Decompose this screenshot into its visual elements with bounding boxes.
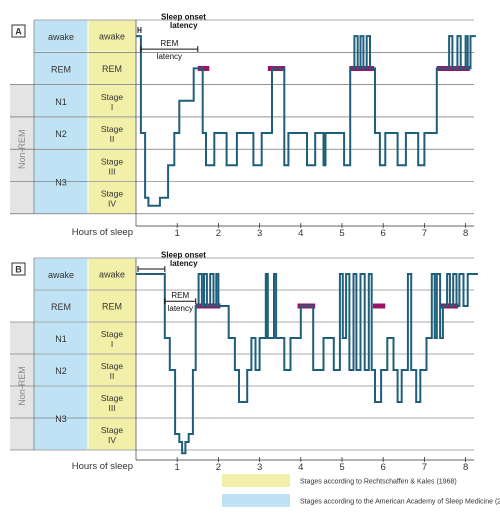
onset-latency-label: Sleep onset (161, 251, 206, 260)
rk-stage-label: IV (108, 199, 116, 209)
x-tick-label: 3 (257, 462, 262, 473)
x-axis-label: Hours of sleep (72, 461, 133, 472)
legend-swatch (222, 494, 290, 507)
onset-latency-label: latency (170, 259, 198, 268)
panel-b: awakeREMN1N2N3awakeREMStageIStageIIStage… (10, 251, 478, 473)
x-tick-label: 7 (422, 228, 427, 239)
rk-stage-label: Stage (101, 329, 123, 339)
rk-stage-label: Stage (101, 361, 123, 371)
onset-latency-label: latency (170, 21, 198, 30)
aasm-stage-label: REM (51, 302, 71, 312)
rk-stage-label: Stage (101, 425, 123, 435)
x-tick-label: 4 (298, 462, 303, 473)
rk-cell (87, 385, 137, 419)
rk-stage-label: awake (99, 270, 125, 280)
rk-cell (87, 84, 137, 118)
hypnogram-line (136, 35, 476, 207)
x-tick-label: 5 (339, 228, 344, 239)
legend-swatch (222, 474, 290, 487)
aasm-stage-label: N3 (55, 414, 67, 424)
x-tick-label: 6 (381, 462, 386, 473)
rk-stage-label: REM (102, 302, 122, 312)
rk-stage-label: II (110, 134, 115, 144)
rem-latency-label: REM (171, 291, 189, 300)
rem-latency-label: REM (160, 39, 178, 48)
aasm-stage-label: N2 (55, 366, 67, 376)
panel-tag: A (15, 27, 22, 37)
rk-stage-label: Stage (101, 189, 123, 199)
rk-stage-label: I (111, 102, 113, 112)
aasm-cell (33, 353, 89, 387)
aasm-stage-label: N2 (55, 129, 67, 139)
x-tick-label: 2 (216, 462, 221, 473)
rk-cell (87, 19, 137, 53)
x-tick-label: 8 (463, 228, 468, 239)
aasm-stage-label: N1 (55, 97, 67, 107)
aasm-stage-label: N3 (55, 178, 67, 188)
rem-latency-label: latency (168, 304, 193, 313)
rk-stage-label: III (108, 166, 115, 176)
rk-stage-label: III (108, 403, 115, 413)
panel-tag-box (11, 262, 26, 276)
rk-stage-label: awake (99, 32, 125, 42)
aasm-cell (33, 289, 89, 323)
x-tick-label: 5 (339, 462, 344, 473)
x-axis-label: Hours of sleep (72, 227, 133, 238)
rk-cell (87, 321, 137, 355)
rk-stage-label: IV (108, 435, 116, 445)
rk-stage-label: Stage (101, 92, 123, 102)
aasm-stage-label: N1 (55, 334, 67, 344)
aasm-stage-label: awake (48, 32, 74, 42)
legend-label: Stages according to Rechtschaffen & Kale… (300, 479, 457, 486)
rk-cell (87, 148, 137, 182)
rk-cell (87, 353, 137, 387)
rk-stage-label: II (110, 371, 115, 381)
rk-stage-label: REM (102, 64, 122, 74)
aasm-cell (33, 51, 89, 86)
x-tick-label: 2 (216, 228, 221, 239)
x-tick-label: 7 (422, 462, 427, 473)
rk-stage-label: Stage (101, 393, 123, 403)
panel-tag-box (11, 24, 26, 38)
aasm-stage-label: awake (48, 270, 74, 280)
x-tick-label: 1 (175, 462, 180, 473)
rk-stage-label: Stage (101, 156, 123, 166)
x-tick-label: 3 (257, 228, 262, 239)
panel-a: awakeREMN1N2N3awakeREMStageIStageIIStage… (10, 13, 476, 239)
rk-stage-label: I (111, 339, 113, 349)
aasm-cell (33, 257, 89, 291)
rem-latency-label: latency (157, 52, 182, 61)
panel-tag: B (15, 265, 22, 275)
legend-label: Stages according to the American Academy… (300, 499, 500, 506)
onset-latency-label: Sleep onset (161, 13, 206, 22)
rk-stage-label: Stage (101, 124, 123, 134)
x-tick-label: 4 (298, 228, 303, 239)
aasm-stage-label: REM (51, 64, 71, 74)
x-tick-label: 8 (463, 462, 468, 473)
x-tick-label: 6 (381, 228, 386, 239)
hypnogram-line (136, 273, 478, 455)
x-tick-label: 1 (175, 228, 180, 239)
